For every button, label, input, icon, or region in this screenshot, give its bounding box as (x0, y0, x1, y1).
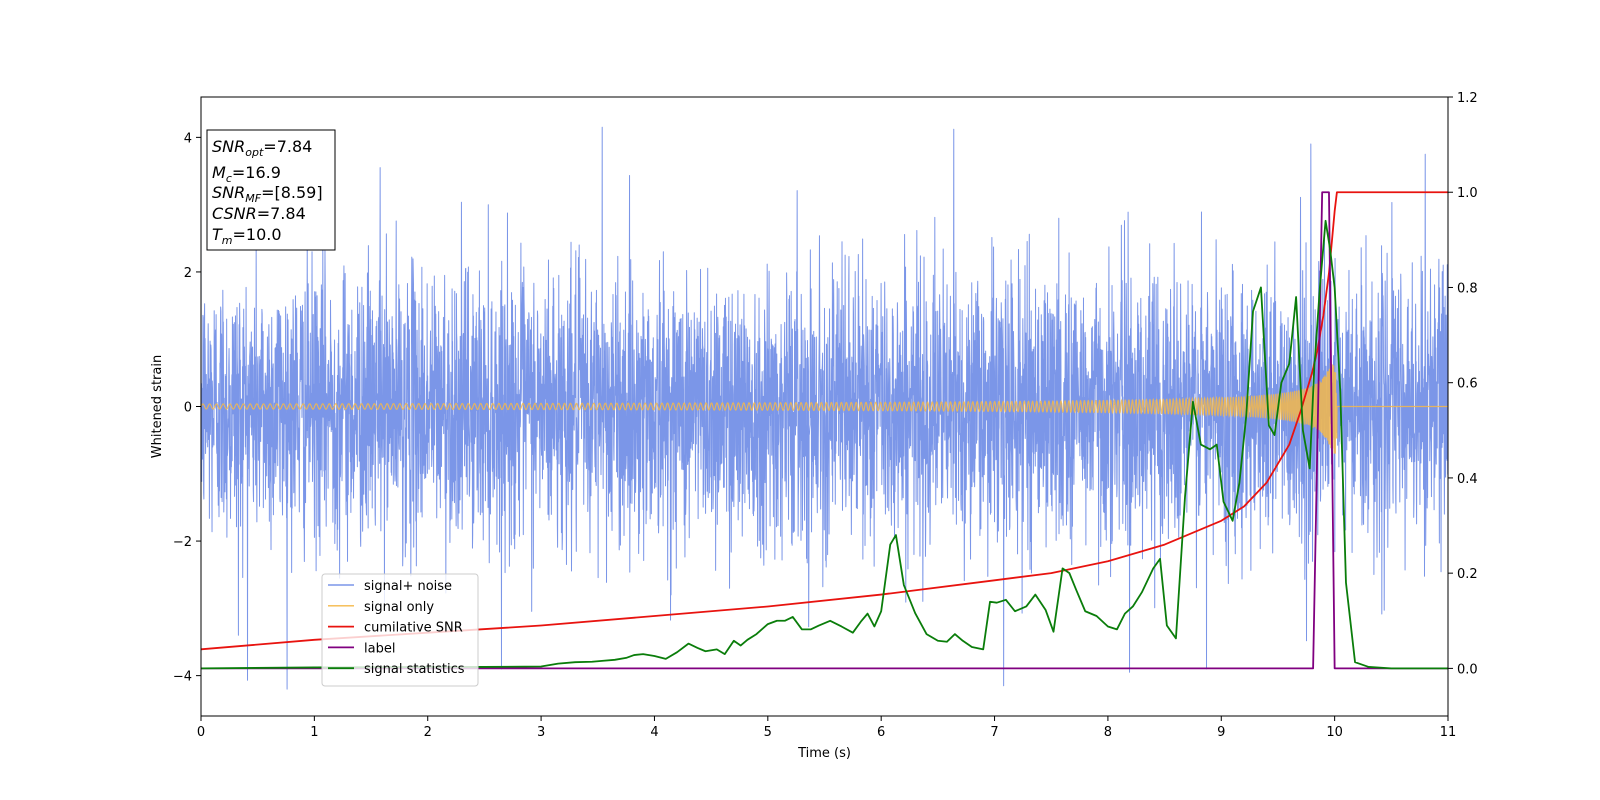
x-tick-label: 1 (310, 725, 318, 740)
y2-tick-label: 0.8 (1457, 281, 1478, 296)
legend-label: signal statistics (364, 662, 465, 677)
legend-label: cumilative SNR (364, 621, 463, 636)
x-tick-label: 6 (877, 725, 885, 740)
legend: signal+ noise signal only cumilative SNR la… (321, 573, 479, 687)
x-tick-label: 5 (764, 725, 772, 740)
x-tick-label: 0 (197, 725, 205, 740)
series-signal-only-line (201, 362, 1448, 454)
x-axis-title: Time (s) (797, 746, 851, 761)
info-box-frame (206, 129, 336, 251)
x-tick-label: 10 (1326, 725, 1343, 740)
y2-tick-label: 1.2 (1457, 91, 1478, 106)
x-tick-label: 9 (1217, 725, 1225, 740)
y-tick-label: −2 (173, 535, 192, 550)
series-label-line (201, 191, 1448, 670)
x-tick-label: 8 (1104, 725, 1112, 740)
legend-label: signal+ noise (364, 579, 452, 594)
x-tick-label: 3 (537, 725, 545, 740)
info-line: Tm=10.0 (212, 225, 282, 247)
legend-box (321, 573, 479, 687)
y-axis-title: Whitened strain (150, 355, 165, 458)
y2-tick-label: 0.2 (1457, 567, 1478, 582)
y2-tick-label: 0.6 (1457, 377, 1478, 392)
legend-label: label (364, 641, 395, 656)
y2-tick-label: 1.0 (1457, 186, 1478, 201)
y-tick-label: 0 (184, 401, 192, 416)
x-tick-label: 7 (990, 725, 998, 740)
y-tick-label: 2 (184, 266, 192, 281)
y-tick-label: −4 (173, 670, 192, 685)
y-tick-label: 4 (184, 131, 192, 146)
info-line: CSNR=7.84 (212, 204, 306, 223)
x-tick-label: 4 (650, 725, 658, 740)
plot-area (201, 126, 1448, 690)
x-tick-label: 2 (424, 725, 432, 740)
info-line: SNRopt=7.84 (212, 137, 312, 159)
x-tick-label: 11 (1440, 725, 1457, 740)
info-line: SNRMF=[8.59] (212, 183, 323, 205)
series-signal-statistics-line (201, 219, 1448, 670)
y2-tick-label: 0.0 (1457, 662, 1478, 677)
y2-tick-label: 0.4 (1457, 472, 1478, 487)
legend-label: signal only (364, 600, 434, 615)
series-cumilative-snr-line (201, 191, 1448, 651)
axes: 0 1 2 3 4 5 6 7 8 9 10 11 −4 −2 0 2 4 0.0 0.2 0.4 0.6 0.8 1.0 1… (173, 91, 1478, 740)
info-line: Mc=16.9 (212, 163, 281, 185)
